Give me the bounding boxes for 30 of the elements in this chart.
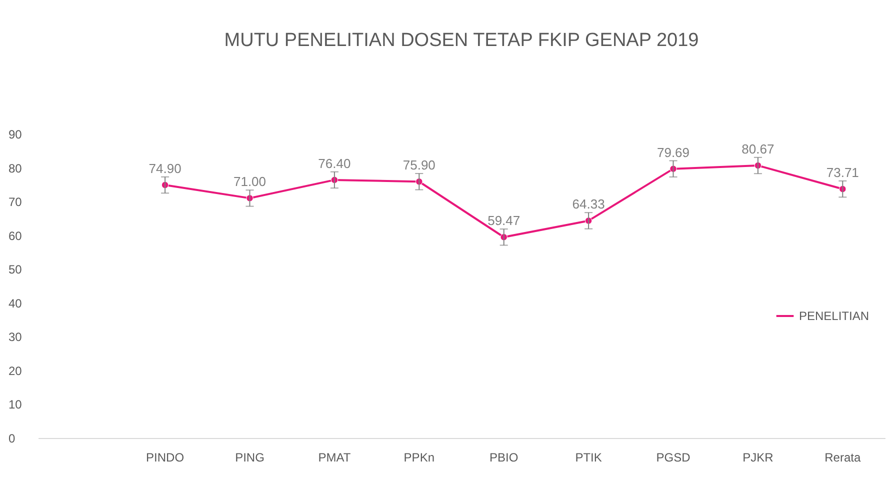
x-tick-label: PING [235,450,264,464]
y-tick-label: 50 [8,262,22,277]
legend-label: PENELITIAN [799,309,870,323]
data-label: 79.69 [656,144,690,160]
x-tick-label: PJKR [742,450,774,464]
y-tick-label: 10 [8,398,22,412]
data-label: 73.71 [826,165,859,180]
data-label: 71.00 [233,174,266,190]
data-label: 75.90 [402,158,436,173]
x-tick-label: PINDO [146,450,184,464]
chart-title: MUTU PENELITIAN DOSEN TETAP FKIP GENAP 2019 [224,30,699,51]
x-tick-label: PPKn [404,450,434,464]
y-tick-label: 40 [8,296,22,310]
y-tick-label: 90 [8,128,22,142]
x-tick-label: PBIO [490,450,518,464]
x-tick-label: Rerata [824,450,861,464]
y-tick-label: 70 [8,195,22,210]
x-tick-label: PTIK [575,450,602,464]
y-tick-label: 20 [8,364,22,378]
data-label: 74.90 [148,161,182,176]
y-tick-label: 30 [8,330,22,344]
data-label: 76.40 [318,156,351,171]
data-label: 64.33 [572,196,605,212]
data-label: 80.67 [742,142,774,157]
x-tick-label: PGSD [656,450,691,464]
y-tick-label: 80 [8,161,22,176]
x-tick-label: PMAT [318,450,352,464]
y-tick-label: 0 [8,432,16,446]
data-label: 59.47 [488,213,520,228]
y-tick-label: 60 [8,228,22,243]
